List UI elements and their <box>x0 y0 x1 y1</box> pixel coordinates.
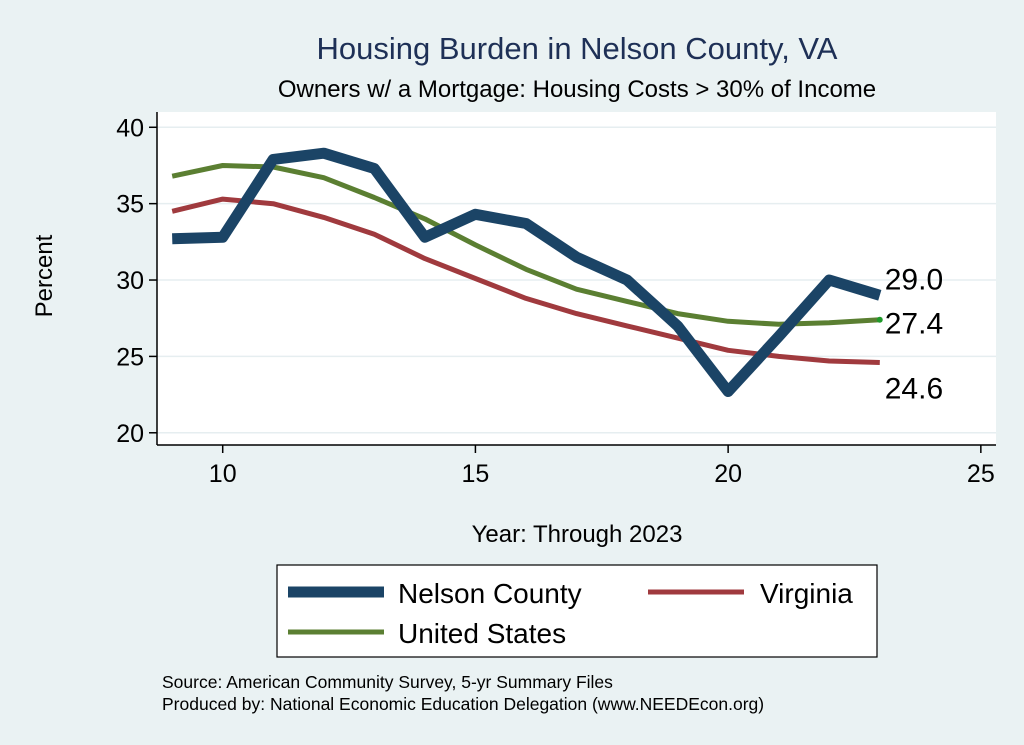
series-end-point-united-states <box>876 316 883 323</box>
legend-box <box>276 564 878 658</box>
x-tick-label-25: 25 <box>967 460 995 488</box>
producer-note: Produced by: National Economic Education… <box>162 694 764 714</box>
series-line-united-states <box>171 163 880 327</box>
series-line-nelson-county <box>172 147 882 397</box>
legend-label-united-states: United States <box>398 618 566 649</box>
legend-item-united-states: United States <box>288 618 566 649</box>
legend-item-nelson-county: Nelson County <box>288 578 582 609</box>
x-tick-label-15: 15 <box>462 460 490 488</box>
y-tick-label-25: 25 <box>116 343 144 371</box>
end-label-united-states: 27.4 <box>885 308 943 341</box>
plot-area <box>157 112 996 445</box>
y-tick-label-20: 20 <box>116 420 144 448</box>
y-axis-title: Percent <box>31 234 58 317</box>
y-tick-label-30: 30 <box>116 267 144 295</box>
chart-subtitle: Owners w/ a Mortgage: Housing Costs > 30… <box>278 76 876 103</box>
end-label-virginia: 24.6 <box>885 373 943 406</box>
y-tick-label-40: 40 <box>116 114 144 142</box>
end-labels: 29.0 24.6 27.4 <box>885 263 943 405</box>
chart-title: Housing Burden in Nelson County, VA <box>317 31 838 66</box>
legend-label-nelson-county: Nelson County <box>398 578 582 609</box>
x-axis-title: Year: Through 2023 <box>472 521 683 548</box>
series-lines <box>171 147 883 397</box>
grid-lines <box>157 126 996 434</box>
legend-item-virginia: Virginia <box>648 578 853 609</box>
legend: Nelson County Virginia United States <box>276 564 878 658</box>
x-tick-label-10: 10 <box>209 460 237 488</box>
y-tick-label-35: 35 <box>116 191 144 219</box>
end-label-nelson-county: 29.0 <box>885 263 943 296</box>
source-note: Source: American Community Survey, 5-yr … <box>162 672 613 692</box>
axes: 20 25 30 35 40 10 15 20 25 <box>116 112 996 488</box>
legend-label-virginia: Virginia <box>760 578 853 609</box>
x-tick-label-20: 20 <box>714 460 742 488</box>
